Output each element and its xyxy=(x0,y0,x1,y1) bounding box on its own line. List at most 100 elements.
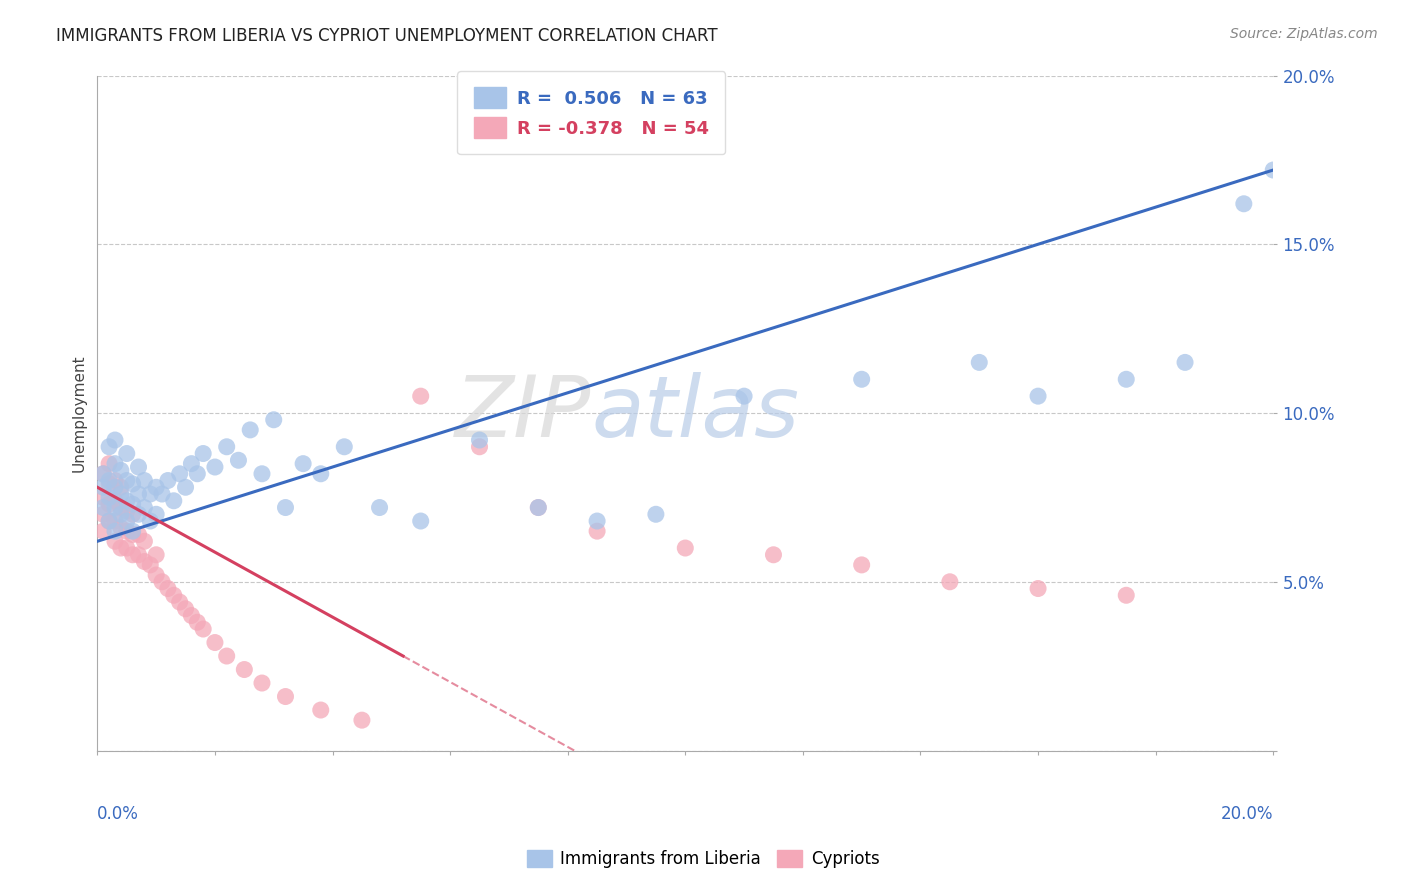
Point xyxy=(409,389,432,403)
Point xyxy=(169,595,191,609)
Point xyxy=(309,703,332,717)
Point xyxy=(851,372,873,386)
Legend: R =  0.506   N = 63, R = -0.378   N = 54: R = 0.506 N = 63, R = -0.378 N = 54 xyxy=(457,71,725,154)
Text: ZIP: ZIP xyxy=(456,372,591,455)
Point xyxy=(104,524,127,538)
Point xyxy=(91,508,114,522)
Text: atlas: atlas xyxy=(591,372,799,455)
Point xyxy=(145,480,167,494)
Point xyxy=(115,514,138,528)
Text: 0.0%: 0.0% xyxy=(97,805,139,822)
Point xyxy=(233,663,256,677)
Point xyxy=(128,548,150,562)
Point xyxy=(121,548,143,562)
Point xyxy=(250,467,273,481)
Point xyxy=(98,476,121,491)
Point xyxy=(527,500,550,515)
Point xyxy=(145,568,167,582)
Point xyxy=(91,467,114,481)
Point xyxy=(1026,582,1049,596)
Point xyxy=(215,440,238,454)
Point xyxy=(274,500,297,515)
Point xyxy=(673,541,696,555)
Point xyxy=(186,615,208,630)
Point xyxy=(110,463,132,477)
Point xyxy=(733,389,755,403)
Point xyxy=(110,480,132,494)
Point xyxy=(468,440,491,454)
Point xyxy=(91,480,114,494)
Point xyxy=(134,474,156,488)
Point xyxy=(98,491,121,505)
Point xyxy=(115,504,138,518)
Point xyxy=(292,457,315,471)
Point xyxy=(586,514,609,528)
Point xyxy=(239,423,262,437)
Point xyxy=(128,508,150,522)
Point xyxy=(163,493,186,508)
Point xyxy=(150,574,173,589)
Point xyxy=(115,446,138,460)
Point xyxy=(174,480,197,494)
Point xyxy=(98,497,121,511)
Point xyxy=(98,440,121,454)
Point xyxy=(91,491,114,505)
Point xyxy=(762,548,785,562)
Point xyxy=(98,457,121,471)
Text: IMMIGRANTS FROM LIBERIA VS CYPRIOT UNEMPLOYMENT CORRELATION CHART: IMMIGRANTS FROM LIBERIA VS CYPRIOT UNEMP… xyxy=(56,27,718,45)
Text: Source: ZipAtlas.com: Source: ZipAtlas.com xyxy=(1230,27,1378,41)
Y-axis label: Unemployment: Unemployment xyxy=(72,354,86,472)
Point xyxy=(156,474,179,488)
Point xyxy=(104,457,127,471)
Point xyxy=(110,541,132,555)
Point xyxy=(1026,389,1049,403)
Point xyxy=(967,355,990,369)
Point xyxy=(98,514,121,528)
Point xyxy=(91,500,114,515)
Point xyxy=(333,440,356,454)
Point xyxy=(134,555,156,569)
Point xyxy=(121,497,143,511)
Point xyxy=(115,524,138,538)
Point xyxy=(263,413,285,427)
Point xyxy=(121,524,143,538)
Point xyxy=(128,487,150,501)
Point xyxy=(110,508,132,522)
Point xyxy=(104,534,127,549)
Point xyxy=(139,558,162,572)
Point xyxy=(128,527,150,541)
Point xyxy=(134,534,156,549)
Point xyxy=(468,433,491,447)
Point xyxy=(204,460,226,475)
Point xyxy=(121,476,143,491)
Point xyxy=(139,514,162,528)
Point xyxy=(228,453,250,467)
Point xyxy=(851,558,873,572)
Point xyxy=(1115,588,1137,602)
Point xyxy=(939,574,962,589)
Point xyxy=(121,527,143,541)
Point xyxy=(115,541,138,555)
Point xyxy=(139,487,162,501)
Point xyxy=(193,622,215,636)
Point xyxy=(156,582,179,596)
Point xyxy=(104,514,127,528)
Point xyxy=(274,690,297,704)
Point xyxy=(1115,372,1137,386)
Point xyxy=(91,524,114,538)
Point xyxy=(134,500,156,515)
Point xyxy=(527,500,550,515)
Point xyxy=(250,676,273,690)
Point xyxy=(180,457,202,471)
Point xyxy=(163,588,186,602)
Legend: Immigrants from Liberia, Cypriots: Immigrants from Liberia, Cypriots xyxy=(520,843,886,875)
Point xyxy=(145,508,167,522)
Point xyxy=(104,500,127,515)
Point xyxy=(104,493,127,508)
Point xyxy=(186,467,208,481)
Text: 20.0%: 20.0% xyxy=(1220,805,1274,822)
Point xyxy=(91,467,114,481)
Point xyxy=(115,493,138,508)
Point xyxy=(150,487,173,501)
Point xyxy=(1233,196,1256,211)
